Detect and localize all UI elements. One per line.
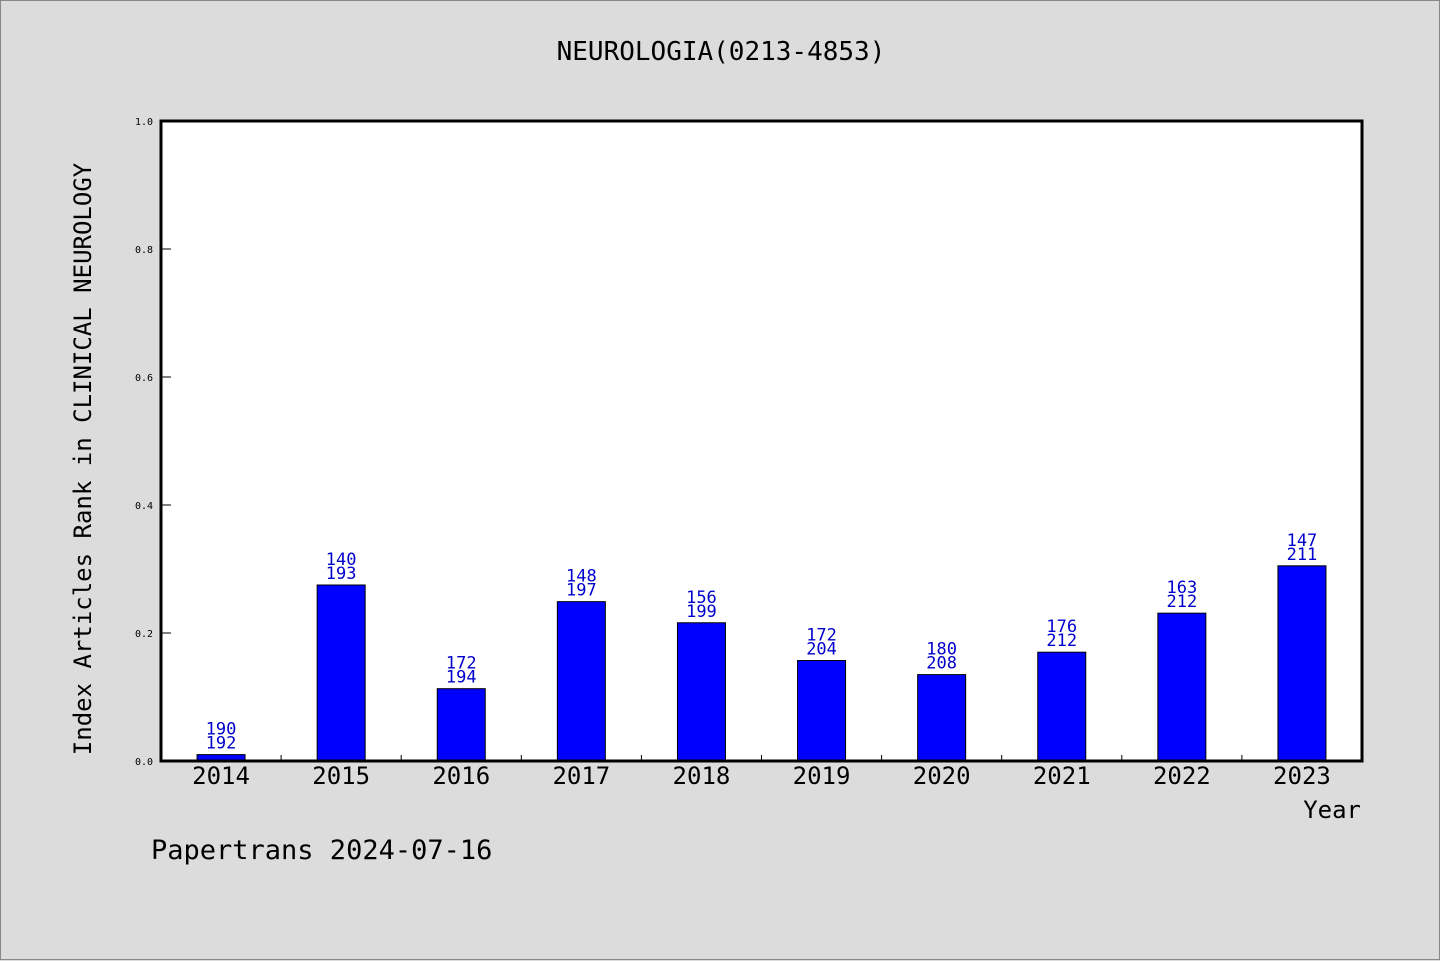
rank-label-2018: 156 <box>686 588 717 608</box>
bar-2015 <box>316 584 366 762</box>
rank-label-2015: 140 <box>326 550 357 570</box>
bar-2021 <box>1037 651 1087 762</box>
bar-2022 <box>1157 612 1207 762</box>
x-tick-label-2023: 2023 <box>1273 762 1331 790</box>
total-label-2022: 212 <box>1166 592 1197 612</box>
x-tick-label-2017: 2017 <box>552 762 610 790</box>
x-tick-label-2022: 2022 <box>1153 762 1211 790</box>
bar-2019 <box>797 660 847 762</box>
x-tick-label-2021: 2021 <box>1033 762 1091 790</box>
x-tick-label-2016: 2016 <box>432 762 490 790</box>
y-tick-label-0.6: 0.6 <box>135 373 153 384</box>
x-tick-label-2018: 2018 <box>673 762 731 790</box>
footer-credit: Papertrans 2024-07-16 <box>151 835 493 866</box>
total-label-2015: 193 <box>326 564 357 584</box>
total-label-2016: 194 <box>446 668 477 688</box>
bar-2023 <box>1277 565 1327 762</box>
bar-2017 <box>556 601 606 762</box>
y-tick-label-1.0: 1.0 <box>135 117 153 128</box>
rank-label-2022: 163 <box>1166 578 1197 598</box>
x-axis-label: Year <box>1303 796 1361 824</box>
x-tick-label-2014: 2014 <box>192 762 250 790</box>
x-tick-label-2015: 2015 <box>312 762 370 790</box>
rank-label-2021: 176 <box>1046 617 1077 637</box>
bar-2020 <box>917 674 967 762</box>
total-label-2017: 197 <box>566 581 597 601</box>
y-tick-label-0.0: 0.0 <box>135 757 153 768</box>
y-tick-label-0.2: 0.2 <box>135 629 153 640</box>
y-axis-label: Index Articles Rank in CLINICAL NEUROLOG… <box>69 162 97 755</box>
total-label-2014: 192 <box>206 734 237 754</box>
rank-label-2017: 148 <box>566 567 597 587</box>
total-label-2018: 199 <box>686 602 717 622</box>
x-tick-label-2019: 2019 <box>793 762 851 790</box>
total-label-2019: 204 <box>806 640 837 660</box>
rank-label-2020: 180 <box>926 640 957 660</box>
rank-label-2014: 190 <box>206 720 237 740</box>
total-label-2020: 208 <box>926 654 957 674</box>
y-tick-label-0.8: 0.8 <box>135 245 153 256</box>
bar-2018 <box>676 622 726 762</box>
bar-2016 <box>436 688 486 762</box>
total-label-2023: 211 <box>1287 545 1318 565</box>
total-label-2021: 212 <box>1046 631 1077 651</box>
y-tick-label-0.4: 0.4 <box>135 501 153 512</box>
x-tick-label-2020: 2020 <box>913 762 971 790</box>
rank-label-2023: 147 <box>1287 531 1318 551</box>
rank-label-2016: 172 <box>446 654 477 674</box>
rank-label-2019: 172 <box>806 626 837 646</box>
chart-title: NEUROLOGIA(0213-4853) <box>556 37 886 67</box>
